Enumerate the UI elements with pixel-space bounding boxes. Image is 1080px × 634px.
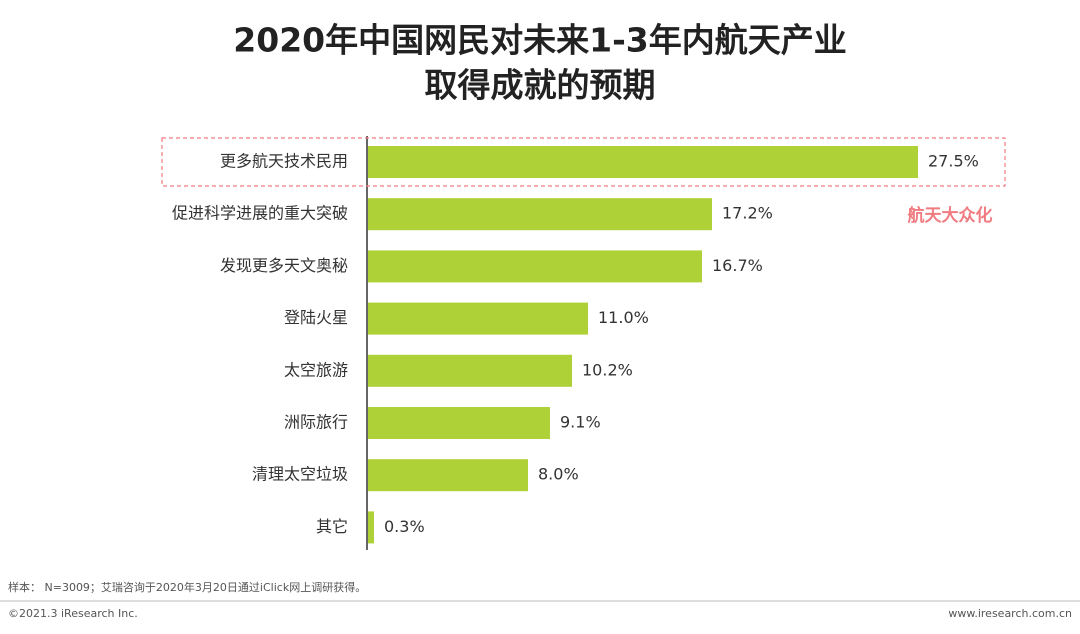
- footnote: 样本： N=3009；艾瑞咨询于2020年3月20日通过iClick网上调研获得…: [8, 580, 366, 594]
- bar: [368, 407, 550, 439]
- category-label: 登陆火星: [284, 308, 348, 327]
- category-label: 洲际旅行: [284, 413, 348, 432]
- category-label: 促进科学进展的重大突破: [172, 204, 348, 223]
- value-label: 11.0%: [598, 308, 649, 327]
- value-label: 10.2%: [582, 360, 633, 379]
- bar: [368, 302, 588, 335]
- bar: [368, 198, 712, 231]
- value-label: 16.7%: [712, 256, 763, 275]
- copyright: ©2021.3 iResearch Inc.: [8, 607, 138, 620]
- chart-title: 2020年中国网民对未来1-3年内航天产业: [233, 21, 846, 60]
- bar: [368, 250, 702, 283]
- value-label: 9.1%: [560, 413, 601, 432]
- category-label: 更多航天技术民用: [220, 152, 348, 171]
- category-label: 太空旅游: [284, 360, 348, 379]
- value-label: 0.3%: [384, 517, 425, 536]
- bar: [368, 146, 918, 178]
- value-label: 17.2%: [722, 204, 773, 223]
- value-label: 8.0%: [538, 465, 579, 484]
- chart-title: 取得成就的预期: [425, 66, 656, 105]
- highlight-box: [161, 137, 1006, 187]
- category-label: 发现更多天文奥秘: [220, 256, 348, 275]
- annotation: 航天大众化: [908, 205, 993, 226]
- bar: [368, 354, 572, 387]
- value-label: 27.5%: [928, 152, 979, 171]
- bar: [368, 511, 374, 544]
- bar: [368, 459, 528, 492]
- category-label: 清理太空垃圾: [252, 465, 348, 484]
- category-label: 其它: [316, 517, 348, 536]
- website: www.iresearch.com.cn: [948, 607, 1072, 620]
